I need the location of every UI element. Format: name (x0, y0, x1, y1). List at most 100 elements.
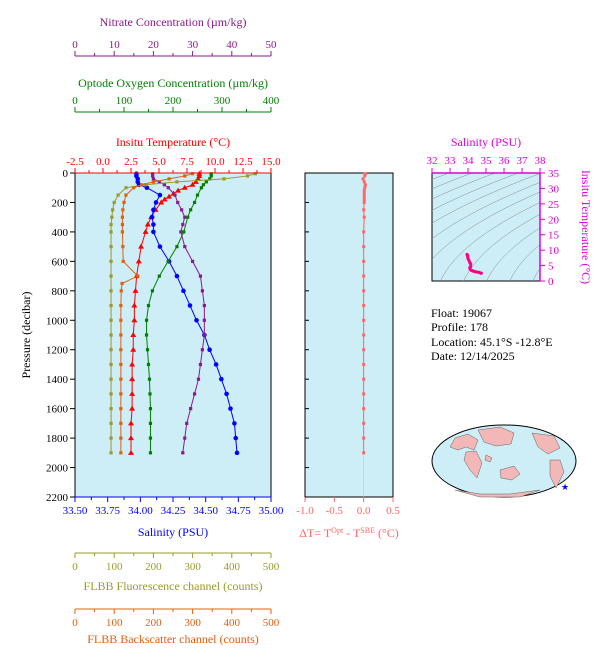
salinity-tick-label: 34.75 (226, 505, 251, 517)
oxygen-point (192, 200, 197, 205)
backscatter-tick-label: 300 (184, 617, 201, 629)
salinity-point (153, 200, 159, 205)
delta-t-point (362, 436, 366, 440)
delta-t-point (363, 172, 367, 176)
salinity-tick-label: 34.00 (128, 505, 153, 517)
oxygen-point (204, 180, 208, 184)
backscatter-point (121, 245, 125, 249)
delta-t-point (362, 215, 366, 219)
world-map-land (449, 426, 565, 498)
nitrate-tick-label: 20 (148, 39, 160, 51)
oxygen-point (144, 333, 149, 337)
pressure-axis-label: Pressure (decibar) (19, 292, 33, 379)
delta-t-point (362, 333, 366, 337)
salinity-tick-label: 35.00 (259, 505, 284, 517)
bottom-axes: 33.50 33.75 34.00 34.25 34.50 34.75 35.00 Salin… (63, 496, 284, 646)
temperature-point (181, 184, 188, 190)
delta-t-point (362, 407, 366, 411)
fluorescence-point (124, 186, 128, 190)
pressure-tick-label: 1200 (46, 345, 69, 357)
temperature-point (138, 243, 145, 249)
nitrate-point (202, 318, 206, 322)
backscatter-point (119, 392, 123, 396)
fluorescence-point (109, 318, 113, 322)
fluorescence-point (109, 303, 113, 308)
salinity-point (151, 207, 156, 213)
nitrate-point (181, 222, 185, 227)
oxygen-point (150, 289, 155, 293)
backscatter-point (167, 177, 171, 181)
temperature-point (195, 175, 202, 181)
ts-temperature-label: Insitu Temperature (°C) (579, 170, 593, 284)
pressure-tick-label: 600 (52, 256, 69, 268)
nitrate-point (179, 230, 183, 234)
delta-t-point (362, 289, 366, 293)
delta-t-point (362, 192, 366, 196)
ts-contour (432, 182, 540, 240)
nitrate-tick-label: 50 (266, 39, 278, 51)
nitrate-axis-label: Nitrate Concentration (µm/kg) (100, 15, 247, 29)
fluorescence-point (109, 392, 113, 396)
delta-t-point (362, 198, 366, 202)
temperature-tick-label: 0.0 (96, 156, 110, 168)
nitrate-point (189, 407, 193, 411)
delta-t-point (363, 186, 367, 190)
nitrate-tick-label: 30 (187, 39, 199, 51)
salinity-axis-label: Salinity (PSU) (138, 525, 208, 539)
temperature-point (131, 317, 138, 323)
temperature-tick-label: 7.5 (180, 156, 194, 168)
backscatter-point (132, 186, 136, 190)
oxygen-point (182, 230, 186, 234)
pressure-tick-label: 1800 (46, 433, 69, 445)
temperature-tick-label: 10.0 (205, 156, 225, 168)
delta-t-point (362, 377, 366, 381)
pressure-tick-label: 0 (63, 168, 69, 180)
oxygen-point (209, 174, 213, 178)
fluorescence-point (143, 183, 148, 187)
ts-contour (432, 173, 519, 211)
nitrate-point (202, 303, 206, 308)
delta-t-point (362, 259, 366, 263)
backscatter-point (119, 407, 123, 411)
fluorescence-point (109, 348, 113, 352)
fluorescence-point (109, 222, 113, 227)
backscatter-point (140, 183, 144, 187)
ts-temperature-tick-label: 35 (548, 168, 560, 180)
delta-t-panel (304, 172, 394, 498)
ts-salinity-tick-label: 32 (427, 155, 438, 167)
fluorescence-point (109, 407, 113, 411)
ts-temperature-tick-label: 5 (548, 261, 554, 273)
ts-salinity-tick-label: 37 (517, 155, 529, 167)
backscatter-point (119, 436, 123, 440)
temperature-point (131, 302, 138, 308)
ts-temperature-tick-label: 30 (548, 183, 560, 195)
oxygen-tick-label: 0 (72, 95, 78, 107)
info-float: Float: 19067 (431, 306, 492, 320)
backscatter-tick-label: 0 (72, 617, 78, 629)
ts-temperature-tick-label: 20 (548, 214, 560, 226)
salinity-point (224, 391, 229, 397)
fluorescence-point (109, 451, 113, 455)
oxygen-point (189, 208, 193, 212)
backscatter-axis-label: FLBB Backscatter channel (counts) (87, 632, 259, 646)
backscatter-line (120, 173, 193, 453)
fluorescence-point (109, 230, 113, 234)
delta-t-point (362, 274, 366, 278)
oxygen-point (148, 392, 152, 396)
nitrate-point (185, 421, 189, 425)
temperature-tick-label: 15.0 (261, 156, 281, 168)
ts-contour (432, 191, 540, 260)
ts-density-contours (432, 173, 540, 281)
ts-salinity-tick-label: 38 (535, 155, 547, 167)
pressure-axis: 0 200 400 600 800 1000 1200 1400 1600 1800 2000 220… (46, 168, 75, 504)
salinity-point (232, 421, 237, 426)
salinity-point (213, 362, 219, 367)
backscatter-point (119, 421, 123, 425)
delta-t-point (362, 189, 366, 193)
oxygen-point (144, 318, 149, 322)
pressure-tick-label: 1600 (46, 404, 69, 416)
ts-contour (440, 202, 540, 281)
delta-t-series (361, 172, 367, 497)
fluorescence-tick-label: 100 (106, 561, 123, 573)
delta-t-point (362, 348, 366, 352)
